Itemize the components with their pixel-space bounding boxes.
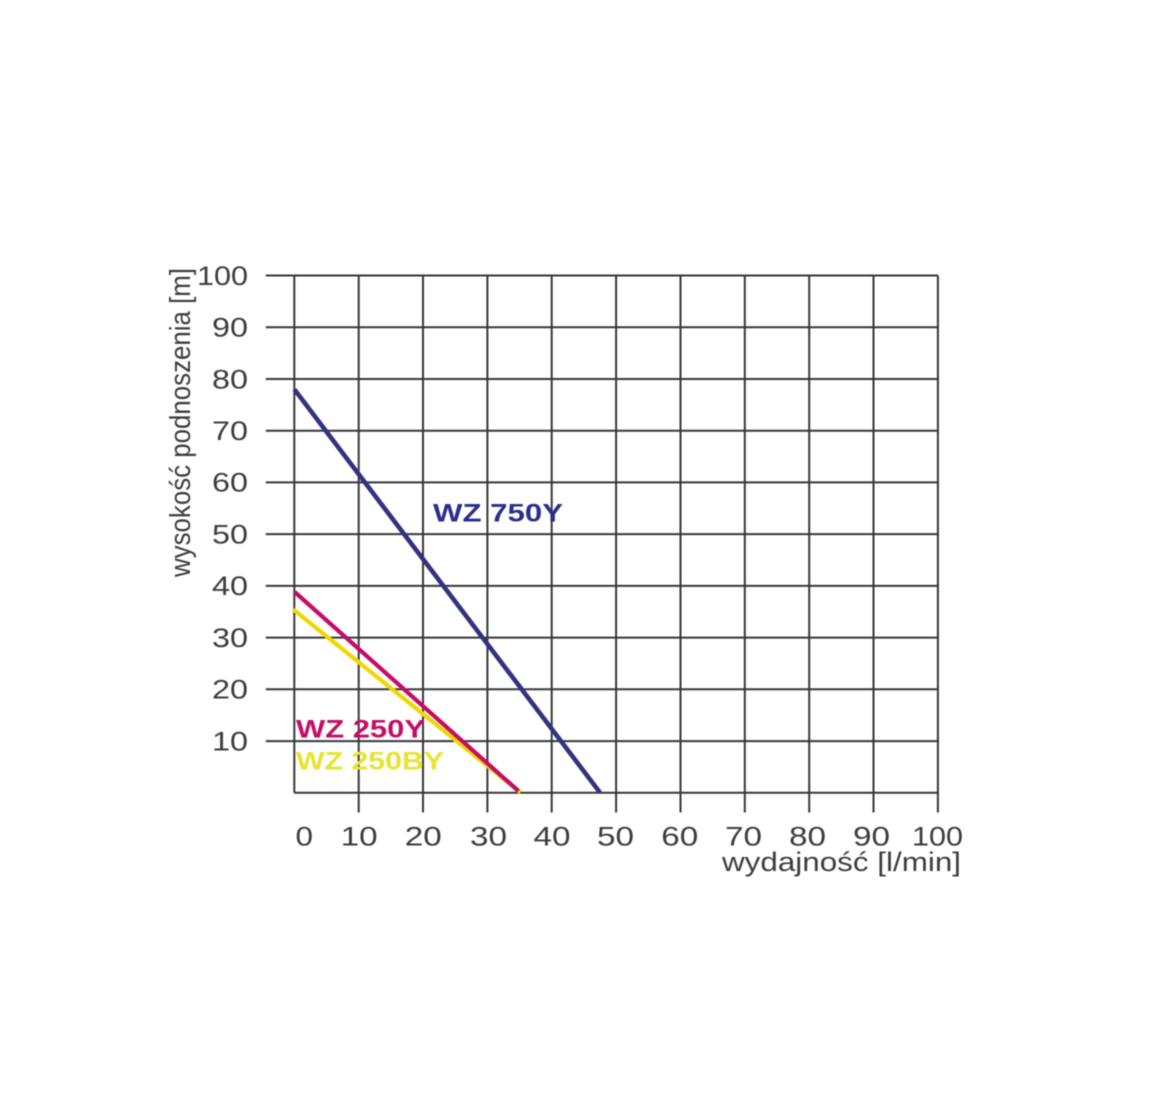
svg-text:30: 30: [470, 822, 507, 852]
svg-text:10: 10: [341, 822, 378, 852]
svg-text:40: 40: [212, 571, 248, 601]
svg-text:90: 90: [212, 313, 248, 343]
svg-text:wydajność [l/min]: wydajność [l/min]: [721, 847, 961, 877]
svg-text:70: 70: [212, 416, 248, 446]
svg-text:80: 80: [789, 822, 826, 852]
svg-text:0: 0: [296, 822, 314, 852]
svg-text:20: 20: [212, 675, 248, 705]
svg-text:60: 60: [212, 468, 248, 498]
svg-text:50: 50: [597, 822, 634, 852]
svg-text:wysokość podnoszenia [m]: wysokość podnoszenia [m]: [165, 268, 197, 578]
svg-text:20: 20: [405, 822, 442, 852]
svg-text:30: 30: [212, 623, 248, 653]
svg-text:70: 70: [725, 822, 762, 852]
svg-text:90: 90: [853, 822, 890, 852]
svg-text:60: 60: [661, 822, 698, 852]
svg-text:WZ 250BY: WZ 250BY: [296, 748, 444, 776]
svg-text:WZ 250Y: WZ 250Y: [296, 716, 425, 744]
svg-text:40: 40: [534, 822, 571, 852]
svg-text:10: 10: [212, 726, 248, 756]
svg-text:100: 100: [912, 822, 963, 852]
svg-text:100: 100: [197, 261, 248, 291]
svg-text:WZ 750Y: WZ 750Y: [433, 500, 563, 528]
svg-text:80: 80: [212, 364, 248, 394]
svg-text:50: 50: [212, 519, 248, 549]
